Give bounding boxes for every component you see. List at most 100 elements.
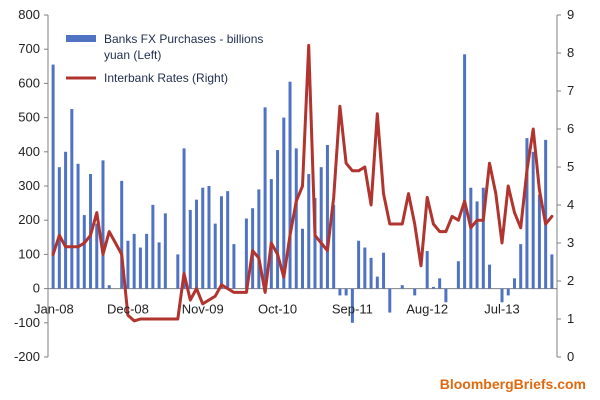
fx-purchase-bar bbox=[126, 240, 130, 289]
fx-purchase-bar bbox=[232, 244, 236, 289]
left-tick-label: 400 bbox=[18, 144, 40, 159]
fx-purchase-bar bbox=[307, 174, 311, 289]
fx-purchase-bar bbox=[375, 276, 379, 289]
fx-purchase-bar bbox=[282, 117, 286, 289]
fx-purchase-bar bbox=[301, 228, 304, 289]
fx-purchase-bar bbox=[145, 233, 149, 289]
left-tick-label: 0 bbox=[33, 281, 40, 296]
fx-purchase-bar bbox=[344, 288, 348, 296]
fx-purchase-bar bbox=[276, 150, 280, 289]
left-tick-label: 800 bbox=[18, 7, 40, 22]
fx-purchase-bar bbox=[357, 240, 361, 289]
legend: Banks FX Purchases - billions yuan (Left… bbox=[66, 32, 263, 85]
fx-purchase-bar bbox=[257, 189, 261, 289]
left-tick-label: 600 bbox=[18, 75, 40, 90]
fx-purchase-bar bbox=[188, 209, 192, 289]
fx-purchase-bar bbox=[525, 138, 529, 289]
x-tick-label: Jul-13 bbox=[484, 302, 519, 317]
right-axis-ticks: 0 1 2 3 4 5 6 7 8 9 bbox=[557, 7, 574, 364]
fx-purchase-bar bbox=[57, 167, 61, 289]
x-tick-label: Dec-08 bbox=[107, 302, 149, 317]
right-tick-label: 4 bbox=[567, 197, 574, 212]
right-tick-label: 3 bbox=[567, 235, 574, 250]
fx-purchase-bar bbox=[369, 257, 373, 289]
fx-purchase-bar bbox=[469, 187, 473, 289]
fx-purchase-bar bbox=[431, 286, 435, 289]
interbank-rates-line bbox=[51, 43, 554, 323]
fx-purchase-bar bbox=[244, 218, 248, 289]
fx-purchase-bar bbox=[219, 196, 223, 289]
right-tick-label: 8 bbox=[567, 45, 574, 60]
source-credit: BloombergBriefs.com bbox=[439, 376, 586, 392]
fx-purchase-bar bbox=[64, 151, 68, 289]
fx-purchase-bar bbox=[226, 191, 230, 289]
right-tick-label: 2 bbox=[567, 273, 574, 288]
left-tick-label: -200 bbox=[14, 349, 40, 364]
fx-purchase-bar bbox=[481, 187, 485, 289]
left-tick-label: 300 bbox=[18, 178, 40, 193]
left-axis-ticks: -200 -100 0 100 200 300 400 500 600 700 800 bbox=[14, 7, 48, 364]
fx-purchase-bar bbox=[182, 148, 186, 289]
fx-purchase-bar bbox=[101, 160, 105, 289]
fx-purchase-bar bbox=[537, 194, 541, 289]
fx-purchase-bar bbox=[475, 201, 479, 289]
fx-purchase-bar bbox=[82, 215, 86, 289]
fx-purchase-bar bbox=[506, 288, 510, 296]
fx-purchase-bar bbox=[138, 247, 142, 289]
legend-label-bars-line1: Banks FX Purchases - billions bbox=[104, 32, 263, 46]
fx-purchase-bar bbox=[425, 250, 429, 289]
fx-purchase-bar bbox=[500, 288, 504, 303]
fx-purchase-bar bbox=[107, 285, 111, 289]
fx-purchase-bar bbox=[332, 204, 336, 289]
fx-purchase-bar bbox=[120, 180, 124, 289]
fx-purchase-bar bbox=[132, 233, 136, 289]
left-tick-label: -100 bbox=[14, 315, 40, 330]
left-tick-label: 700 bbox=[18, 41, 40, 56]
fx-purchase-bar bbox=[313, 197, 317, 289]
fx-purchase-bar bbox=[325, 144, 329, 289]
x-tick-label: Sep-11 bbox=[332, 302, 373, 317]
fx-purchase-bar bbox=[512, 278, 516, 289]
fx-purchase-bar bbox=[531, 151, 535, 289]
x-tick-label: Oct-10 bbox=[258, 302, 297, 317]
fx-purchase-bar bbox=[438, 278, 442, 289]
left-tick-label: 200 bbox=[18, 212, 40, 227]
fx-purchase-bar bbox=[176, 254, 180, 289]
x-tick-label: Nov-09 bbox=[182, 302, 224, 317]
x-tick-label: Jan-08 bbox=[34, 302, 74, 317]
fx-purchase-bar bbox=[382, 252, 386, 289]
fx-purchase-bar bbox=[163, 213, 167, 289]
right-tick-label: 6 bbox=[567, 121, 574, 136]
fx-purchase-bar bbox=[251, 208, 255, 289]
left-tick-label: 500 bbox=[18, 110, 40, 125]
fx-purchase-bar bbox=[269, 179, 273, 289]
fx-purchases-bars bbox=[51, 54, 554, 323]
legend-label-line: Interbank Rates (Right) bbox=[104, 71, 228, 85]
right-tick-label: 7 bbox=[567, 83, 574, 98]
legend-label-bars-line2: yuan (Left) bbox=[104, 48, 161, 62]
fx-purchase-bar bbox=[519, 244, 523, 289]
fx-purchase-bar bbox=[488, 264, 492, 289]
fx-purchase-bar bbox=[319, 167, 323, 289]
right-tick-label: 5 bbox=[567, 159, 574, 174]
fx-purchase-bar bbox=[456, 261, 460, 289]
fx-purchase-bar bbox=[550, 254, 554, 289]
fx-purchase-bar bbox=[288, 81, 292, 289]
fx-purchase-bar bbox=[544, 139, 548, 289]
fx-purchase-bar bbox=[400, 285, 404, 289]
fx-purchase-bar bbox=[413, 288, 417, 296]
fx-purchase-bar bbox=[338, 288, 342, 296]
fx-purchase-bar bbox=[388, 288, 392, 313]
fx-purchase-bar bbox=[76, 163, 80, 289]
left-tick-label: 100 bbox=[18, 246, 40, 261]
right-tick-label: 1 bbox=[567, 311, 574, 326]
fx-purchase-bar bbox=[363, 247, 367, 289]
fx-purchase-bar bbox=[213, 223, 217, 289]
fx-purchase-bar bbox=[463, 54, 467, 289]
x-tick-label: Aug-12 bbox=[406, 302, 448, 317]
fx-purchase-bar bbox=[51, 64, 55, 289]
fx-purchase-bar bbox=[95, 223, 99, 289]
x-axis-labels: Jan-08 Dec-08 Nov-09 Oct-10 Sep-11 Aug-12 Jul-… bbox=[34, 302, 520, 317]
fx-purchase-bar bbox=[263, 107, 267, 289]
